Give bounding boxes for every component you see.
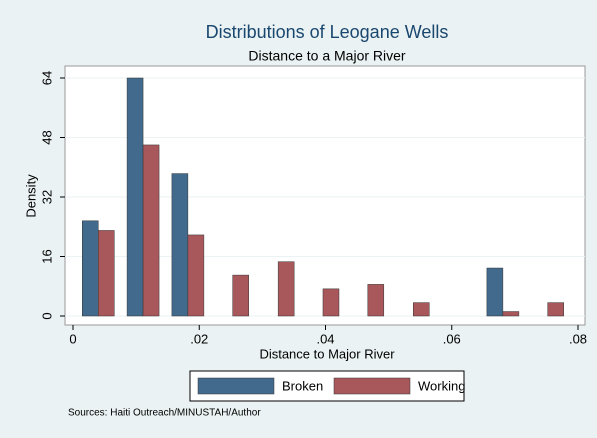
bar bbox=[486, 267, 504, 317]
legend-swatch bbox=[197, 377, 275, 395]
y-tick-label: 16 bbox=[39, 249, 54, 263]
legend-label: Broken bbox=[282, 378, 323, 393]
y-tick-label: 0 bbox=[39, 312, 54, 319]
legend-swatch bbox=[333, 377, 411, 395]
bar bbox=[502, 311, 520, 317]
bar bbox=[126, 77, 144, 317]
bar bbox=[277, 261, 295, 317]
x-tick-label: .04 bbox=[316, 331, 334, 346]
y-tick-label: 48 bbox=[39, 130, 54, 144]
x-tick-label: 0 bbox=[69, 331, 76, 346]
bar bbox=[82, 220, 99, 317]
x-tick-label: .06 bbox=[443, 331, 461, 346]
bar bbox=[232, 274, 249, 317]
x-axis-label: Distance to Major River bbox=[259, 346, 395, 361]
y-tick-label: 64 bbox=[39, 71, 54, 85]
chart-subtitle: Distance to a Major River bbox=[248, 48, 406, 64]
x-tick-label: .02 bbox=[190, 331, 208, 346]
y-tick-label: 32 bbox=[39, 190, 54, 204]
bar bbox=[367, 284, 385, 317]
bar bbox=[322, 288, 340, 317]
bar bbox=[171, 173, 189, 317]
bar bbox=[98, 230, 115, 317]
chart-title: Distributions of Leogane Wells bbox=[206, 22, 449, 42]
bar bbox=[142, 144, 160, 317]
source-note: Sources: Haiti Outreach/MINUSTAH/Author bbox=[68, 408, 261, 419]
bar bbox=[187, 234, 205, 317]
x-tick-label: .08 bbox=[569, 331, 587, 346]
y-axis-label: Density bbox=[23, 174, 38, 218]
bar bbox=[412, 302, 430, 317]
bar bbox=[547, 302, 564, 317]
legend-label: Working bbox=[418, 378, 465, 393]
